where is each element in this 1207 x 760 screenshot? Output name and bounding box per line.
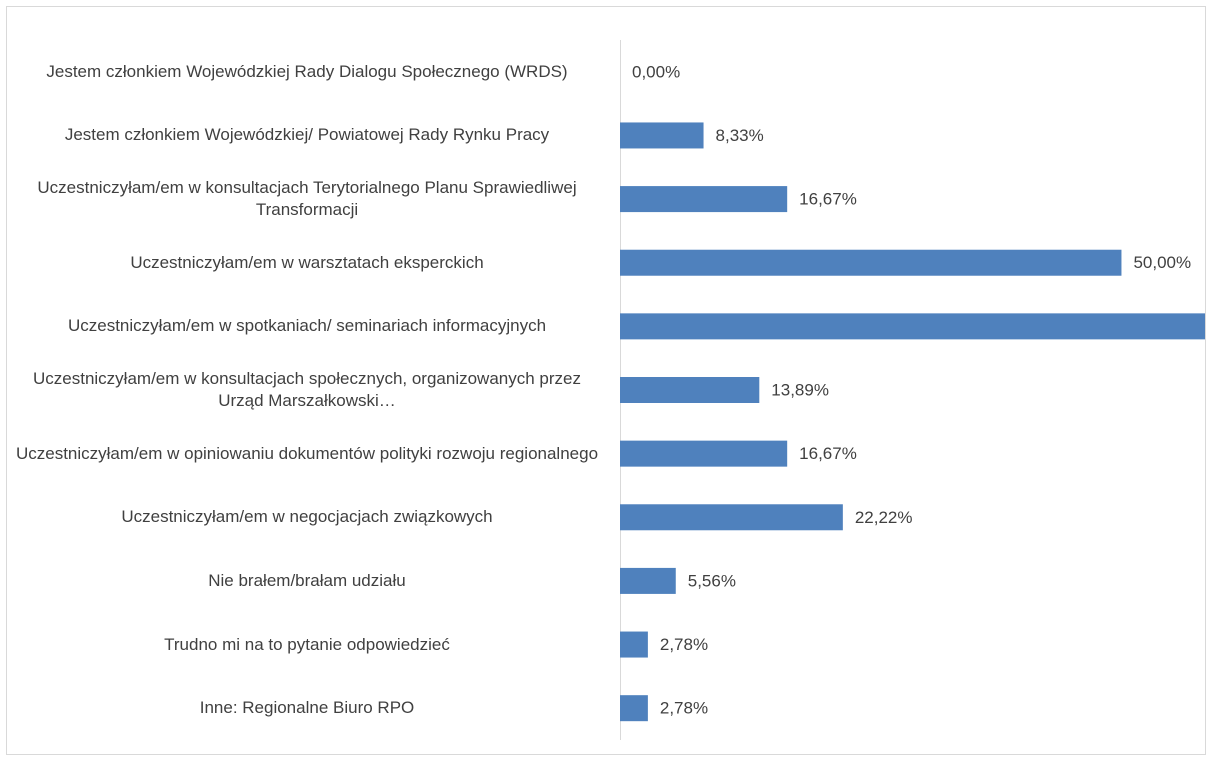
value-label: 50,00% xyxy=(1133,253,1191,272)
bar xyxy=(620,440,788,467)
bar xyxy=(620,631,648,658)
value-label: 5,56% xyxy=(688,571,736,590)
value-label: 0,00% xyxy=(632,62,680,81)
chart-frame xyxy=(6,6,1206,755)
bar xyxy=(620,313,1205,340)
category-label: Trudno mi na to pytanie odpowiedzieć xyxy=(164,634,450,654)
bar xyxy=(620,567,676,594)
bar xyxy=(620,249,1122,276)
category-label: Uczestniczyłam/em w konsultacjach społec… xyxy=(32,369,581,410)
category-label: Uczestniczyłam/em w negocjacjach związko… xyxy=(121,507,493,527)
category-label: Uczestniczyłam/em w spotkaniach/ seminar… xyxy=(67,316,547,336)
category-label: Jestem członkiem Wojewódzkiej Rady Dialo… xyxy=(46,61,568,81)
category-label: Uczestniczyłam/em w konsultacjach Teryto… xyxy=(37,178,577,220)
category-label: Uczestniczyłam/em w warsztatach eksperck… xyxy=(130,252,484,272)
bar xyxy=(620,504,843,531)
value-label: 2,78% xyxy=(660,699,708,718)
category-label: Nie brałem/brałam udziału xyxy=(208,570,406,590)
value-label: 13,89% xyxy=(771,380,829,399)
value-label: 16,67% xyxy=(799,190,857,209)
category-label: Jestem członkiem Wojewódzkiej/ Powiatowe… xyxy=(64,125,550,145)
category-label: Uczestniczyłam/em w opiniowaniu dokument… xyxy=(15,443,599,463)
value-label: 16,67% xyxy=(799,444,857,463)
bar xyxy=(620,377,760,403)
category-label: Inne: Regionalne Biuro RPO xyxy=(199,698,415,718)
bar xyxy=(620,695,648,722)
bar xyxy=(620,122,704,149)
value-label: 8,33% xyxy=(716,126,764,145)
value-label: 22,22% xyxy=(855,508,913,527)
value-label: 2,78% xyxy=(660,635,708,654)
bar xyxy=(620,186,788,213)
